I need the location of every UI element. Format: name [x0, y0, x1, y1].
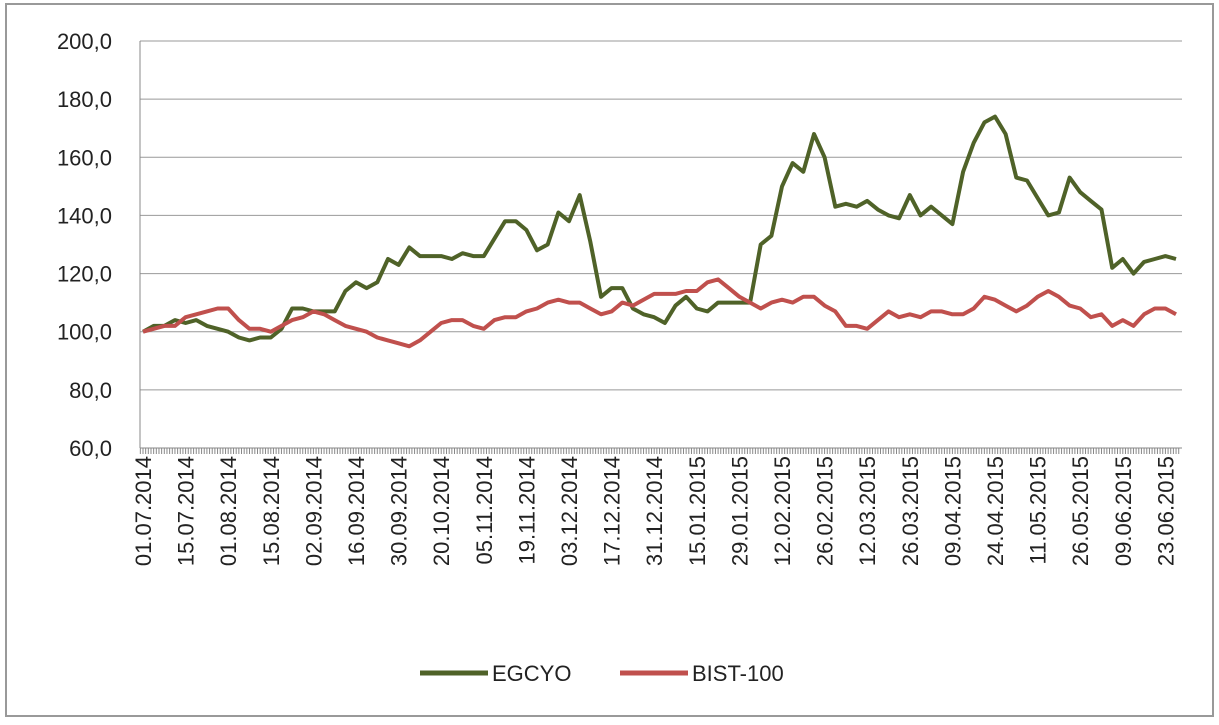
x-tick-label: 09.04.2015 [940, 456, 965, 566]
x-tick-label: 29.01.2015 [727, 456, 752, 566]
x-tick-label: 15.08.2014 [259, 456, 284, 566]
y-tick-label: 160,0 [57, 145, 112, 170]
legend-label: EGCYO [492, 661, 571, 686]
x-tick-label: 01.07.2014 [131, 456, 156, 566]
x-tick-label: 16.09.2014 [344, 456, 369, 566]
x-tick-label: 11.05.2015 [1026, 456, 1051, 564]
x-tick-label: 01.08.2014 [216, 456, 241, 566]
x-tick-label: 05.11.2014 [472, 456, 497, 564]
x-tick-label: 31.12.2014 [642, 456, 667, 566]
x-tick-label: 03.12.2014 [557, 456, 582, 566]
series-line [142, 277, 1177, 349]
x-tick-label: 30.09.2014 [387, 456, 412, 566]
legend-label: BIST-100 [692, 661, 784, 686]
y-tick-label: 120,0 [57, 262, 112, 287]
x-tick-label: 02.09.2014 [301, 456, 326, 566]
y-tick-label: 200,0 [57, 29, 112, 54]
chart-frame [5, 3, 1214, 717]
x-tick-label: 24.04.2015 [983, 456, 1008, 566]
x-tick-label: 12.02.2015 [770, 456, 795, 566]
y-tick-label: 60,0 [69, 436, 112, 461]
y-tick-label: 140,0 [57, 203, 112, 228]
y-tick-label: 180,0 [57, 87, 112, 112]
x-tick-label: 09.06.2015 [1111, 456, 1136, 566]
x-tick-label: 23.06.2015 [1153, 456, 1178, 566]
x-tick-label: 20.10.2014 [429, 456, 454, 566]
x-tick-label: 26.03.2015 [898, 456, 923, 566]
y-tick-label: 80,0 [69, 378, 112, 403]
x-tick-label: 15.07.2014 [174, 456, 199, 566]
x-tick-label: 12.03.2015 [855, 456, 880, 566]
x-tick-label: 15.01.2015 [685, 456, 710, 566]
x-tick-label: 26.02.2015 [813, 456, 838, 566]
x-tick-label: 26.05.2015 [1068, 456, 1093, 566]
x-tick-label: 17.12.2014 [600, 456, 625, 566]
y-tick-label: 100,0 [57, 320, 112, 345]
x-tick-label: 19.11.2014 [514, 456, 539, 564]
